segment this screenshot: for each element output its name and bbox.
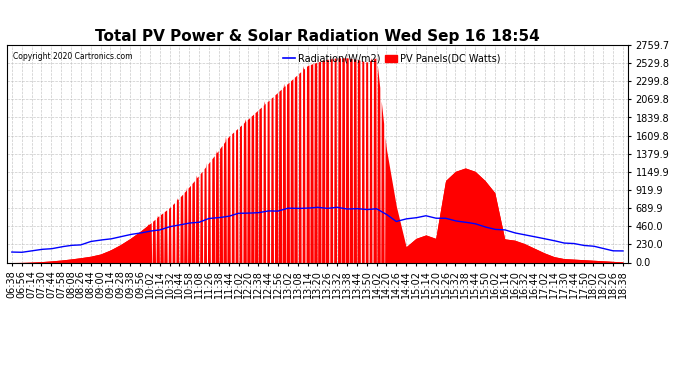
Title: Total PV Power & Solar Radiation Wed Sep 16 18:54: Total PV Power & Solar Radiation Wed Sep…: [95, 29, 540, 44]
Legend: Radiation(W/m2), PV Panels(DC Watts): Radiation(W/m2), PV Panels(DC Watts): [279, 50, 504, 68]
Text: Copyright 2020 Cartronics.com: Copyright 2020 Cartronics.com: [13, 51, 132, 60]
